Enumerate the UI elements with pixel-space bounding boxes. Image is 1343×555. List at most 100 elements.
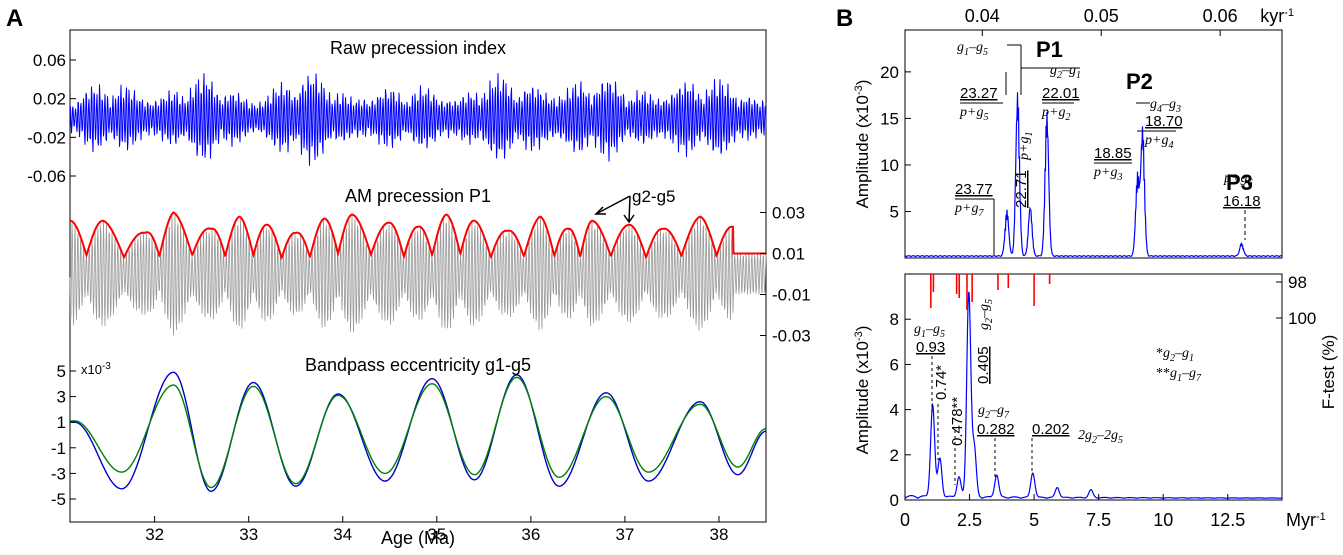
ecc-y-tick-label: -1 bbox=[51, 439, 66, 458]
group-label-p2: P2 bbox=[1126, 69, 1153, 94]
raw-precession-trace bbox=[69, 73, 767, 166]
group-label-p1: P1 bbox=[1036, 37, 1063, 62]
legend-star-2: **g1–g7 bbox=[1156, 366, 1202, 384]
term-p-g7: p+g7 bbox=[954, 201, 984, 219]
b-bottom-y-tick-label: 8 bbox=[890, 310, 899, 329]
b-top-y-label: Amplitude (x10-3) bbox=[853, 80, 872, 209]
b-top-x-tick-label: 0.04 bbox=[965, 6, 1000, 26]
ecc-y-tick-label: -5 bbox=[51, 490, 66, 509]
raw-precession-title: Raw precession index bbox=[330, 38, 506, 58]
age-tick-label: 34 bbox=[333, 525, 352, 544]
term-g1-g5: g1–g5 bbox=[914, 322, 945, 340]
ecc-scale-label: x10-3 bbox=[81, 361, 111, 377]
panel-b-label: B bbox=[836, 5, 853, 32]
panel-b-bottom-axes: 0 2.5 5 7.5 10 12.5 8 6 4 2 0 98 100 bbox=[890, 273, 1317, 530]
panel-b-bottom-traces bbox=[904, 274, 1282, 499]
panel-a-frame bbox=[69, 29, 767, 523]
raw-y-tick-label: -0.02 bbox=[27, 128, 66, 147]
term-2g2-2g5: 2g2–2g5 bbox=[1078, 428, 1123, 446]
b-top-axis-unit: kyr-1 bbox=[1260, 6, 1294, 26]
b-top-y-tick-label: 5 bbox=[890, 202, 899, 221]
b-bottom-x-tick-label: 12.5 bbox=[1210, 510, 1245, 530]
diff-label-g2-g1: g2–g1 bbox=[1050, 63, 1081, 81]
ecc-series-green bbox=[70, 376, 767, 489]
period-23-27: 23.27 bbox=[960, 85, 998, 102]
group-label-p3: P3 bbox=[1226, 170, 1253, 195]
b-top-y-tick-label: 10 bbox=[880, 156, 899, 175]
b-bottom-y-tick-label: 0 bbox=[890, 491, 899, 510]
b-bottom-spectrum bbox=[904, 291, 1282, 499]
ftest-tick-label: 100 bbox=[1288, 309, 1316, 328]
term-p-g4: p+g4 bbox=[1144, 133, 1173, 151]
b-bottom-x-tick-label: 2.5 bbox=[957, 510, 982, 530]
raw-y-tick-label: 0.02 bbox=[33, 90, 66, 109]
b-bottom-x-tick-label: 0 bbox=[900, 510, 910, 530]
term-p-g1: p+g1 bbox=[1017, 132, 1035, 161]
b-bottom-y-tick-label: 4 bbox=[890, 401, 899, 420]
ecc-y-tick-label: 3 bbox=[57, 388, 66, 407]
ecc-y-tick-label: 1 bbox=[57, 413, 66, 432]
ecc-y-tick-label: 5 bbox=[57, 362, 66, 381]
b-bottom-y-tick-label: 6 bbox=[890, 355, 899, 374]
b-bottom-x-tick-label: 7.5 bbox=[1086, 510, 1111, 530]
bandpass-ecc-title: Bandpass eccentricity g1-g5 bbox=[305, 355, 531, 375]
term-p-g6: p+g6 bbox=[1223, 171, 1252, 189]
panel-b-top-axes: 0.04 0.05 0.06 20 15 10 5 bbox=[880, 6, 1238, 221]
b-bottom-y-tick-label: 2 bbox=[890, 446, 899, 465]
b-bottom-x-unit: Myr-1 bbox=[1286, 510, 1326, 530]
age-tick-label: 35 bbox=[427, 525, 446, 544]
b-top-y-tick-label: 20 bbox=[880, 63, 899, 82]
ecc-series-blue bbox=[70, 371, 767, 493]
am-y-tick-label: 0.01 bbox=[772, 245, 805, 264]
legend-star-1: *g2–g1 bbox=[1156, 346, 1194, 364]
am-annotation-label: g2-g5 bbox=[632, 187, 675, 206]
raw-y-tick-label: 0.06 bbox=[33, 51, 66, 70]
period-0-282: 0.282 bbox=[977, 421, 1015, 438]
age-axis-label: Age (Ma) bbox=[381, 528, 455, 548]
ecc-y-tick-label: -3 bbox=[51, 464, 66, 483]
age-tick-label: 32 bbox=[145, 525, 164, 544]
age-tick-label: 36 bbox=[521, 525, 540, 544]
am-annotation-arrows bbox=[594, 195, 635, 224]
am-y-tick-label: 0.03 bbox=[772, 204, 805, 223]
panel-b-top-traces bbox=[904, 92, 1283, 258]
b-top-spectrum bbox=[904, 92, 1283, 258]
period-0-93: 0.93 bbox=[916, 339, 945, 356]
term-g2-g7: g2–g7 bbox=[978, 403, 1010, 421]
diff-label-g4-g3: g4–g3 bbox=[1150, 97, 1181, 115]
am-y-tick-label: -0.01 bbox=[772, 286, 811, 305]
ftest-axis-label: F-test (%) bbox=[1319, 335, 1338, 410]
b-top-annotations: P1 P2 P3 g1–g5 g2–g1 g4–g3 23.27 p+g5 22… bbox=[954, 37, 1261, 255]
term-g2-g5: g2–g5 bbox=[977, 299, 995, 330]
term-p-g3: p+g3 bbox=[1093, 165, 1122, 183]
raw-y-tick-label: -0.06 bbox=[27, 167, 66, 186]
am-precession-envelope bbox=[70, 211, 766, 261]
age-tick-label: 33 bbox=[239, 525, 258, 544]
period-18-70: 18.70 bbox=[1145, 113, 1183, 130]
period-18-85: 18.85 bbox=[1094, 145, 1132, 162]
period-0-405: 0.405 bbox=[975, 346, 992, 384]
period-16-18: 16.18 bbox=[1223, 193, 1261, 210]
am-y-tick-label: -0.03 bbox=[772, 327, 811, 346]
b-top-x-tick-label: 0.06 bbox=[1203, 6, 1238, 26]
panel-a-axes: 32 33 34 35 36 37 380.060.02-0.02-0.060.030.01… bbox=[27, 51, 811, 544]
term-p-g2: p+g2 bbox=[1041, 105, 1070, 123]
term-p-g5: p+g5 bbox=[959, 105, 988, 123]
am-precession-carrier bbox=[69, 214, 767, 336]
am-precession-title: AM precession P1 bbox=[345, 186, 491, 206]
age-tick-label: 37 bbox=[615, 525, 634, 544]
b-bottom-y-label: Amplitude (x10-3) bbox=[853, 326, 872, 455]
b-top-x-tick-label: 0.05 bbox=[1084, 6, 1119, 26]
period-0-202: 0.202 bbox=[1032, 421, 1070, 438]
ftest-tick-label: 98 bbox=[1288, 273, 1307, 292]
b-top-y-tick-label: 15 bbox=[880, 109, 899, 128]
period-22-01: 22.01 bbox=[1042, 85, 1080, 102]
period-0-478: 0.478** bbox=[949, 397, 966, 446]
b-bottom-annotations: g1–g5 0.93 0.74* 0.478** 0.405 g2–g5 g2–… bbox=[914, 299, 1202, 485]
period-0-74: 0.74* bbox=[933, 365, 950, 400]
b-bottom-x-tick-label: 5 bbox=[1029, 510, 1039, 530]
b-bottom-x-tick-label: 10 bbox=[1153, 510, 1173, 530]
diff-label-g1-g5: g1–g5 bbox=[957, 40, 988, 58]
period-22-71: 22.71 bbox=[1013, 170, 1030, 208]
